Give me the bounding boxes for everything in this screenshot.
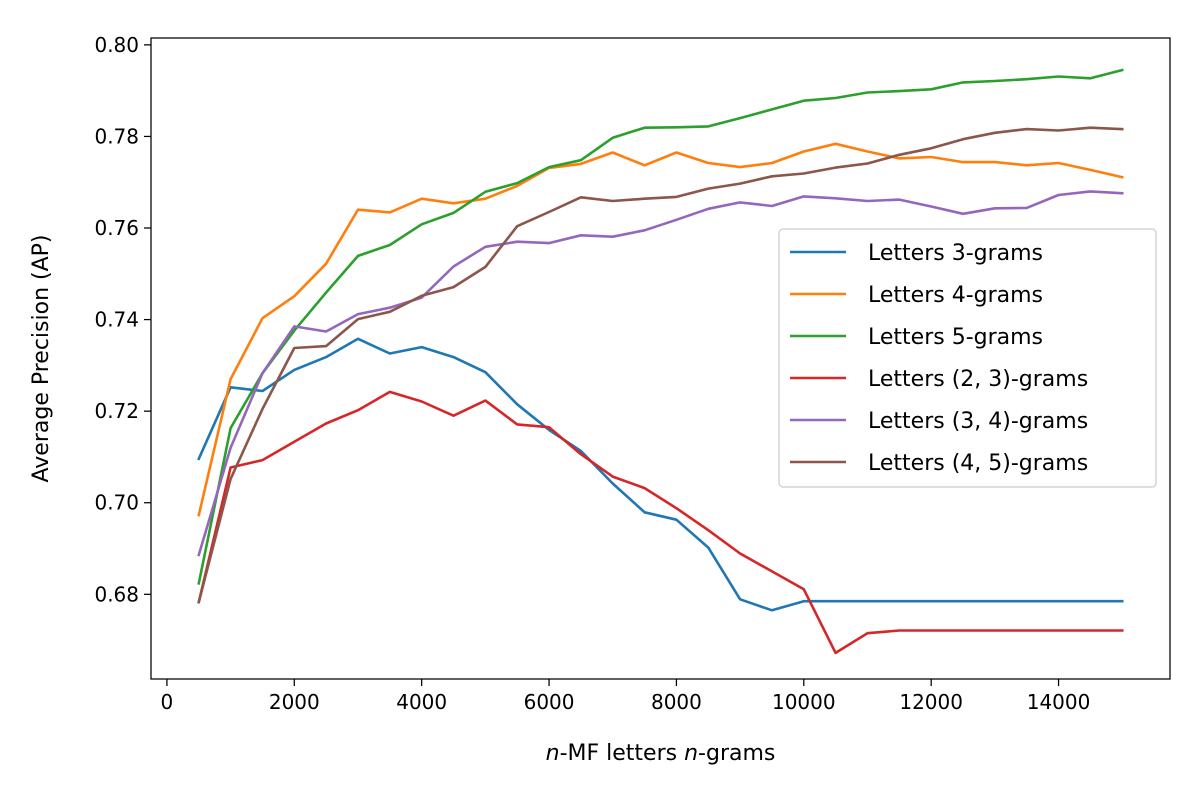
legend: Letters 3-grams Letters 4-grams Letters 5-… (778, 228, 1157, 488)
series-line-6 (197, 126, 1124, 604)
x-axis-label-mid: -MF letters (560, 741, 685, 766)
x-axis-label-n: n (546, 741, 560, 766)
x-tick-label: 0 (161, 690, 174, 714)
legend-label-2: Letters 4-grams (868, 283, 1043, 308)
x-axis: 0 2000 4000 6000 8000 10000 12000 14000 (161, 679, 1091, 714)
legend-box (778, 228, 1157, 488)
x-tick-label: 8000 (651, 690, 702, 714)
y-tick-label: 0.78 (94, 124, 139, 148)
y-tick-label: 0.80 (94, 33, 139, 57)
y-tick-label: 0.74 (94, 308, 139, 332)
plot-lines (197, 68, 1124, 655)
x-tick-label: 2000 (269, 690, 320, 714)
y-tick-label: 0.70 (94, 491, 139, 515)
y-tick-label: 0.68 (94, 582, 139, 606)
series-line-1 (197, 337, 1124, 612)
series-line-5 (197, 190, 1124, 557)
plot-frame (150, 37, 1171, 680)
x-axis-label: n-MF letters n-grams (546, 741, 776, 766)
y-axis-label: Average Precision (AP) (29, 235, 54, 483)
x-tick-label: 4000 (396, 690, 447, 714)
series-line-2 (197, 142, 1124, 517)
y-tick-label: 0.72 (94, 399, 139, 423)
series-line-4 (197, 390, 1124, 655)
y-tick-label: 0.76 (94, 216, 139, 240)
y-axis: 0.68 0.70 0.72 0.74 0.76 0.78 0.80 (94, 33, 151, 606)
series-line-3 (197, 68, 1124, 585)
x-axis-label-n2: n (684, 741, 698, 766)
legend-label-1: Letters 3-grams (868, 241, 1043, 266)
x-tick-label: 14000 (1027, 690, 1091, 714)
legend-items: Letters 3-grams Letters 4-grams Letters 5-… (790, 241, 1088, 476)
legend-label-5: Letters (3, 4)-grams (868, 409, 1088, 434)
legend-label-6: Letters (4, 5)-grams (868, 451, 1088, 476)
legend-label-3: Letters 5-grams (868, 325, 1043, 350)
x-tick-label: 12000 (899, 690, 963, 714)
legend-label-4: Letters (2, 3)-grams (868, 367, 1088, 392)
x-tick-label: 10000 (772, 690, 836, 714)
x-tick-label: 6000 (524, 690, 575, 714)
x-axis-label-suffix: -grams (698, 741, 775, 766)
